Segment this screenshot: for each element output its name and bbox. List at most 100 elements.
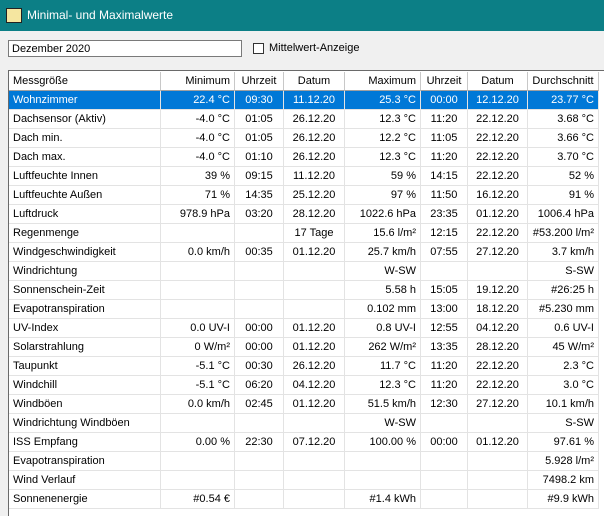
table-cell[interactable] xyxy=(468,452,528,471)
table-cell[interactable]: Luftdruck xyxy=(9,205,161,224)
table-cell[interactable] xyxy=(235,300,284,319)
table-cell[interactable]: 04.12.20 xyxy=(468,319,528,338)
table-cell[interactable] xyxy=(161,281,235,300)
table-cell[interactable]: 00:00 xyxy=(421,91,468,110)
table-cell[interactable]: 12.3 °C xyxy=(345,376,421,395)
table-cell[interactable]: 0.00 % xyxy=(161,433,235,452)
table-cell[interactable]: 0.6 UV-I xyxy=(528,319,599,338)
table-cell[interactable]: W-SW xyxy=(345,414,421,433)
table-cell[interactable]: 0.8 UV-I xyxy=(345,319,421,338)
table-cell[interactable]: 16.12.20 xyxy=(468,186,528,205)
table-cell[interactable]: 11:20 xyxy=(421,357,468,376)
table-cell[interactable]: Dachsensor (Aktiv) xyxy=(9,110,161,129)
table-cell[interactable]: 22.12.20 xyxy=(468,110,528,129)
table-cell[interactable]: 01:05 xyxy=(235,129,284,148)
table-cell[interactable]: 39 % xyxy=(161,167,235,186)
table-cell[interactable]: -5.1 °C xyxy=(161,376,235,395)
table-cell[interactable]: 00:35 xyxy=(235,243,284,262)
table-cell[interactable]: 12.3 °C xyxy=(345,148,421,167)
table-cell[interactable]: W-SW xyxy=(345,262,421,281)
table-cell[interactable]: S-SW xyxy=(528,262,599,281)
table-cell[interactable]: Windrichtung xyxy=(9,262,161,281)
table-cell[interactable] xyxy=(161,224,235,243)
table-cell[interactable]: 00:00 xyxy=(235,319,284,338)
table-cell[interactable]: 07:55 xyxy=(421,243,468,262)
table-cell[interactable]: 12.3 °C xyxy=(345,110,421,129)
table-cell[interactable]: 13:00 xyxy=(421,300,468,319)
table-cell[interactable] xyxy=(161,300,235,319)
column-header[interactable]: Maximum xyxy=(345,72,421,91)
table-cell[interactable]: #53.200 l/m² xyxy=(528,224,599,243)
table-cell[interactable]: 09:15 xyxy=(235,167,284,186)
table-cell[interactable]: 22.12.20 xyxy=(468,224,528,243)
table-cell[interactable]: Solarstrahlung xyxy=(9,338,161,357)
table-cell[interactable]: 91 % xyxy=(528,186,599,205)
table-cell[interactable]: 3.7 km/h xyxy=(528,243,599,262)
table-cell[interactable]: 01.12.20 xyxy=(284,395,345,414)
table-cell[interactable]: 52 % xyxy=(528,167,599,186)
table-cell[interactable]: 12:55 xyxy=(421,319,468,338)
table-cell[interactable]: 3.70 °C xyxy=(528,148,599,167)
table-cell[interactable]: Luftfeuchte Außen xyxy=(9,186,161,205)
table-cell[interactable]: 00:00 xyxy=(235,338,284,357)
table-cell[interactable]: 01:10 xyxy=(235,148,284,167)
table-cell[interactable]: 09:30 xyxy=(235,91,284,110)
column-header[interactable]: Uhrzeit xyxy=(235,72,284,91)
table-cell[interactable] xyxy=(235,281,284,300)
table-cell[interactable] xyxy=(161,471,235,490)
table-cell[interactable] xyxy=(421,471,468,490)
table-cell[interactable]: 23.77 °C xyxy=(528,91,599,110)
column-header[interactable]: Durchschnitt xyxy=(528,72,599,91)
table-cell[interactable]: 97.61 % xyxy=(528,433,599,452)
table-cell[interactable]: 100.00 % xyxy=(345,433,421,452)
table-cell[interactable] xyxy=(345,452,421,471)
table-cell[interactable]: 3.68 °C xyxy=(528,110,599,129)
table-cell[interactable]: #9.9 kWh xyxy=(528,490,599,509)
table-cell[interactable]: 0.0 km/h xyxy=(161,243,235,262)
table-cell[interactable]: 01.12.20 xyxy=(284,319,345,338)
table-cell[interactable] xyxy=(284,452,345,471)
table-cell[interactable]: Dach max. xyxy=(9,148,161,167)
table-cell[interactable]: 11:05 xyxy=(421,129,468,148)
table-cell[interactable]: 0.102 mm xyxy=(345,300,421,319)
table-cell[interactable]: 22.12.20 xyxy=(468,376,528,395)
table-cell[interactable]: 12:30 xyxy=(421,395,468,414)
table-cell[interactable]: 01:05 xyxy=(235,110,284,129)
table-cell[interactable]: Wind Verlauf xyxy=(9,471,161,490)
table-cell[interactable]: 11.12.20 xyxy=(284,91,345,110)
table-cell[interactable]: -4.0 °C xyxy=(161,129,235,148)
checkbox-label[interactable]: Mittelwert-Anzeige xyxy=(269,42,360,54)
table-cell[interactable]: 28.12.20 xyxy=(284,205,345,224)
table-cell[interactable]: 01.12.20 xyxy=(468,205,528,224)
table-cell[interactable]: 5.58 h xyxy=(345,281,421,300)
table-cell[interactable]: 1006.4 hPa xyxy=(528,205,599,224)
table-cell[interactable]: Regenmenge xyxy=(9,224,161,243)
table-cell[interactable]: 12:15 xyxy=(421,224,468,243)
table-cell[interactable] xyxy=(235,452,284,471)
table-cell[interactable]: 11.12.20 xyxy=(284,167,345,186)
table-cell[interactable] xyxy=(284,414,345,433)
table-cell[interactable]: 07.12.20 xyxy=(284,433,345,452)
table-cell[interactable] xyxy=(235,224,284,243)
table-cell[interactable] xyxy=(235,414,284,433)
column-header[interactable]: Messgröße xyxy=(9,72,161,91)
table-cell[interactable]: Luftfeuchte Innen xyxy=(9,167,161,186)
table-cell[interactable] xyxy=(284,300,345,319)
table-cell[interactable]: Wohnzimmer xyxy=(9,91,161,110)
checkbox[interactable] xyxy=(253,43,264,54)
table-cell[interactable]: 22:30 xyxy=(235,433,284,452)
table-cell[interactable]: 01.12.20 xyxy=(284,243,345,262)
table-cell[interactable]: 22.12.20 xyxy=(468,148,528,167)
table-cell[interactable]: Sonnenschein-Zeit xyxy=(9,281,161,300)
table-cell[interactable]: 11.7 °C xyxy=(345,357,421,376)
table-cell[interactable] xyxy=(284,262,345,281)
table-cell[interactable] xyxy=(421,414,468,433)
table-cell[interactable] xyxy=(235,262,284,281)
table-cell[interactable] xyxy=(421,452,468,471)
column-header[interactable]: Uhrzeit xyxy=(421,72,468,91)
table-cell[interactable]: 26.12.20 xyxy=(284,357,345,376)
table-cell[interactable]: 19.12.20 xyxy=(468,281,528,300)
table-cell[interactable]: 22.12.20 xyxy=(468,129,528,148)
column-header[interactable]: Datum xyxy=(468,72,528,91)
table-cell[interactable]: 03:20 xyxy=(235,205,284,224)
